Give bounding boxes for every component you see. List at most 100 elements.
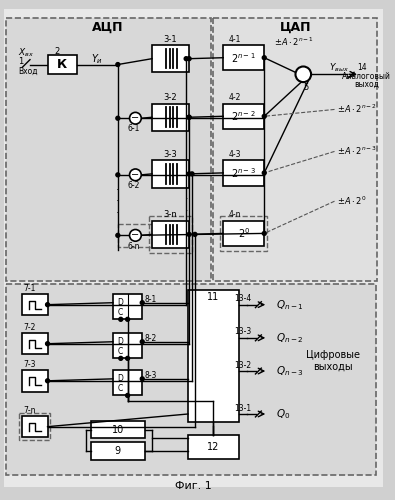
- Text: $Y_{вых}$: $Y_{вых}$: [329, 61, 350, 74]
- Bar: [47, 55, 77, 74]
- Circle shape: [187, 56, 191, 60]
- Text: 13-4: 13-4: [234, 294, 251, 304]
- Text: −: −: [131, 170, 139, 180]
- Bar: [188, 436, 239, 459]
- Text: $2^{n-2}$: $2^{n-2}$: [231, 110, 256, 123]
- Bar: [92, 421, 145, 438]
- Text: $X_{вх}$: $X_{вх}$: [18, 46, 34, 59]
- Circle shape: [116, 173, 120, 177]
- Bar: [188, 290, 239, 422]
- Text: 13-2: 13-2: [234, 360, 251, 370]
- Bar: [152, 104, 189, 131]
- Circle shape: [187, 116, 191, 119]
- Circle shape: [140, 340, 144, 344]
- Circle shape: [45, 342, 49, 345]
- Bar: [6, 18, 211, 281]
- Text: $2^{n-3}$: $2^{n-3}$: [231, 166, 256, 180]
- Bar: [22, 416, 47, 438]
- Circle shape: [295, 66, 311, 82]
- Bar: [220, 216, 267, 251]
- Circle shape: [45, 302, 49, 306]
- Text: 7-2: 7-2: [23, 322, 36, 332]
- Text: выходы: выходы: [313, 362, 352, 372]
- Text: 2: 2: [55, 48, 60, 56]
- Text: $Q_{n-3}$: $Q_{n-3}$: [276, 364, 304, 378]
- Text: −: −: [131, 230, 139, 240]
- Text: C: C: [117, 347, 122, 356]
- Text: 14: 14: [357, 63, 367, 72]
- Text: −: −: [131, 113, 139, 123]
- Text: 4-n: 4-n: [229, 210, 242, 220]
- Text: 4-3: 4-3: [229, 150, 242, 159]
- Text: 8-2: 8-2: [144, 334, 156, 344]
- Text: АЦП: АЦП: [92, 21, 124, 34]
- Bar: [22, 333, 47, 354]
- Text: 8-3: 8-3: [144, 372, 156, 380]
- Circle shape: [262, 232, 266, 235]
- Text: ·
·
·: · · ·: [116, 184, 120, 218]
- Circle shape: [187, 232, 191, 236]
- Bar: [113, 333, 142, 358]
- Text: $Q_0$: $Q_0$: [276, 407, 290, 421]
- Text: 11: 11: [207, 292, 220, 302]
- Text: 6-2: 6-2: [127, 181, 139, 190]
- Text: 6-n: 6-n: [127, 242, 140, 250]
- Text: 9: 9: [115, 446, 121, 456]
- Text: Цифровые: Цифровые: [306, 350, 359, 360]
- Circle shape: [187, 172, 191, 176]
- Bar: [113, 370, 142, 396]
- Circle shape: [116, 116, 120, 120]
- Text: $2^{n-1}$: $2^{n-1}$: [231, 51, 256, 64]
- Text: $\pm A \cdot 2^{0}$: $\pm A \cdot 2^{0}$: [337, 195, 367, 207]
- Circle shape: [140, 377, 144, 381]
- Bar: [213, 18, 378, 281]
- Bar: [113, 294, 142, 320]
- Text: D: D: [117, 338, 123, 346]
- Text: $\pm A \cdot 2^{n-1}$: $\pm A \cdot 2^{n-1}$: [274, 36, 314, 48]
- Text: D: D: [117, 374, 123, 384]
- Circle shape: [193, 232, 197, 236]
- Bar: [19, 413, 51, 440]
- Text: 4-2: 4-2: [229, 93, 241, 102]
- Bar: [152, 45, 189, 72]
- Circle shape: [184, 56, 188, 60]
- Text: Вход: Вход: [18, 67, 38, 76]
- Circle shape: [126, 394, 130, 398]
- Bar: [22, 294, 47, 316]
- Text: 12: 12: [207, 442, 220, 452]
- Circle shape: [130, 169, 141, 180]
- Text: 13-3: 13-3: [234, 328, 251, 336]
- Bar: [152, 220, 189, 248]
- Text: 8-1: 8-1: [144, 296, 156, 304]
- Text: $\pm A \cdot 2^{n-3}$: $\pm A \cdot 2^{n-3}$: [337, 144, 378, 156]
- Circle shape: [116, 234, 120, 237]
- Circle shape: [45, 379, 49, 383]
- Text: $\pm A \cdot 2^{n-2}$: $\pm A \cdot 2^{n-2}$: [337, 102, 378, 115]
- Text: выход: выход: [354, 80, 379, 88]
- Circle shape: [190, 172, 194, 176]
- Text: 7-1: 7-1: [23, 284, 36, 292]
- Circle shape: [262, 171, 266, 175]
- Text: 3-3: 3-3: [164, 150, 177, 159]
- Text: 10: 10: [112, 424, 124, 434]
- Circle shape: [262, 56, 266, 59]
- Circle shape: [262, 114, 266, 118]
- Bar: [149, 216, 192, 253]
- Circle shape: [119, 356, 123, 360]
- Text: 13-1: 13-1: [234, 404, 251, 412]
- Text: 7-3: 7-3: [23, 360, 36, 368]
- Bar: [152, 160, 189, 188]
- Bar: [22, 370, 47, 392]
- Circle shape: [130, 112, 141, 124]
- Text: 1: 1: [18, 57, 24, 66]
- Text: ·
·
·: · · ·: [184, 182, 188, 216]
- Bar: [223, 160, 264, 186]
- Text: 3-n: 3-n: [164, 210, 177, 220]
- Circle shape: [116, 62, 120, 66]
- Bar: [6, 284, 376, 474]
- Text: $Y_и$: $Y_и$: [91, 52, 103, 66]
- Circle shape: [130, 230, 141, 241]
- Text: 7-n: 7-n: [23, 406, 36, 414]
- Bar: [223, 220, 264, 246]
- Text: D: D: [117, 298, 123, 307]
